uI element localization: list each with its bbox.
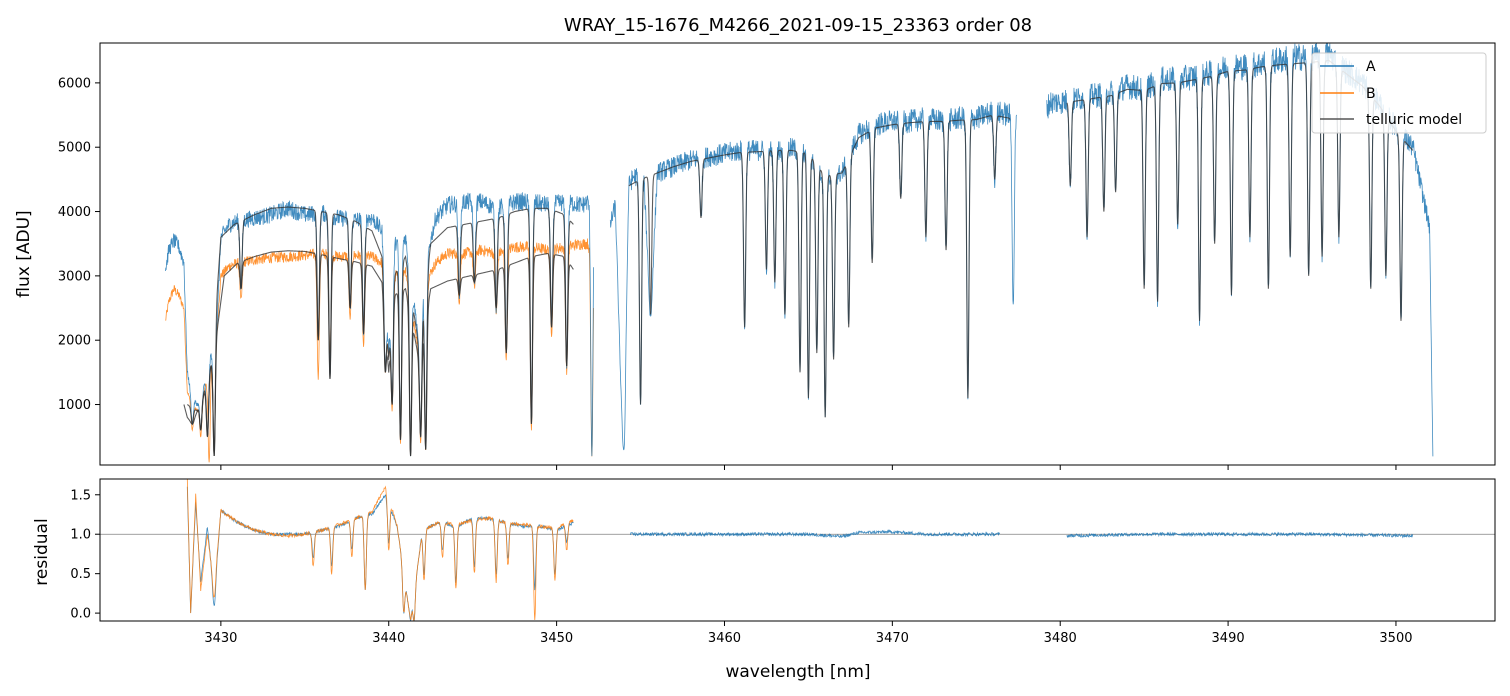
residual-ytick-label: 0.5 [70, 567, 91, 582]
residual-ytick-label: 0.0 [70, 607, 91, 622]
series-A-residual-segment-1 [630, 529, 1001, 539]
series-A-residual-segment-0 [186, 486, 574, 621]
legend-label-telluric: telluric model [1366, 112, 1462, 128]
series-telluric-model-flux-segment-2 [628, 115, 1011, 418]
flux-axis-label: flux [ADU] [14, 210, 34, 297]
x-axis-label: wavelength [nm] [725, 662, 870, 682]
series-B-flux-segment-0 [165, 238, 594, 463]
series-A-residual-segment-2 [1066, 531, 1414, 539]
flux-ytick-label: 3000 [58, 269, 91, 284]
flux-ytick-label: 4000 [58, 205, 91, 220]
residual-ytick-label: 1.0 [70, 528, 91, 543]
residual-axes-frame [99, 478, 1496, 622]
series-telluric-model-flux-segment-1 [186, 250, 574, 457]
flux-panel: 1000 2000 3000 4000 5000 6000 [58, 42, 1496, 470]
xtick-label: 3450 [540, 631, 573, 646]
legend-box [1311, 52, 1487, 134]
residual-panel: 0.0 0.5 1.0 1.5 3430 3440 3450 3460 3470 3480 3490… [70, 478, 1496, 646]
xtick-label: 3480 [1044, 631, 1077, 646]
xtick-label: 3500 [1379, 631, 1412, 646]
xtick-label: 3430 [204, 631, 237, 646]
chart-title: WRAY_15-1676_M4266_2021-09-15_23363 orde… [564, 15, 1032, 36]
series-A-flux-segment-1 [609, 101, 1017, 451]
flux-plot-area [165, 43, 1434, 463]
series-A-flux-segment-0 [165, 191, 594, 457]
flux-ytick-label: 2000 [58, 334, 91, 349]
flux-axes-frame [99, 42, 1496, 466]
legend-label-a: A [1366, 59, 1376, 75]
flux-ytick-label: 6000 [58, 76, 91, 91]
legend-label-b: B [1366, 86, 1376, 102]
xtick-label: 3490 [1212, 631, 1245, 646]
legend: A B telluric model [1311, 52, 1487, 134]
flux-ytick-label: 1000 [58, 398, 91, 413]
residual-axis-label: residual [32, 518, 52, 585]
xtick-label: 3440 [372, 631, 405, 646]
xtick-label: 3460 [708, 631, 741, 646]
residual-ytick-label: 1.5 [70, 488, 91, 503]
residual-plot-area [100, 479, 1495, 621]
flux-ytick-label: 5000 [58, 141, 91, 156]
series-B-residual-segment-0 [186, 479, 574, 621]
series-telluric-model-flux-segment-0 [183, 206, 574, 457]
xtick-label: 3470 [876, 631, 909, 646]
